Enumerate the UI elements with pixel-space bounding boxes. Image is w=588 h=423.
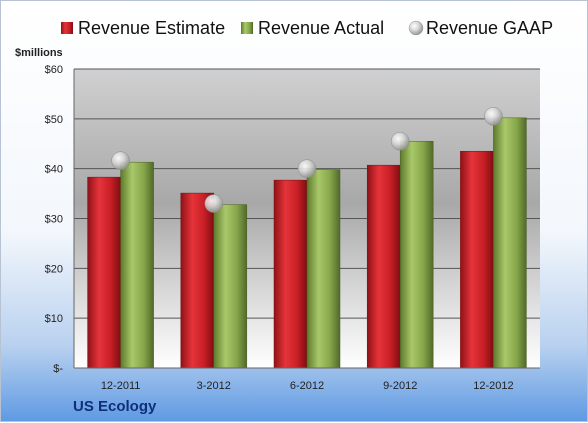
bar-revenue-actual [399, 141, 434, 369]
bar-revenue-actual [306, 169, 341, 369]
y-tick-label: $40 [45, 164, 63, 176]
legend: Revenue Estimate Revenue Actual Revenue GA… [61, 18, 553, 38]
company-name: US Ecology [73, 398, 157, 415]
gaap-markers [111, 107, 503, 213]
marker-revenue-gaap [390, 132, 410, 151]
legend-swatch-revenue-actual [241, 22, 253, 34]
marker-revenue-gaap [484, 107, 503, 126]
x-tick-label: 9-2012 [383, 380, 417, 392]
x-tick-label: 6-2012 [290, 380, 324, 392]
x-tick-label: 12-2012 [473, 380, 513, 392]
bar-revenue-actual [213, 204, 248, 369]
y-tick-label: $30 [45, 214, 63, 226]
bar-revenue-estimate [460, 150, 494, 369]
bar-revenue-estimate [180, 192, 215, 369]
y-tick-label: $- [53, 363, 63, 375]
x-tick-label: 12-2011 [101, 380, 141, 392]
legend-label: Revenue GAAP [426, 18, 553, 38]
marker-revenue-gaap [204, 194, 224, 213]
bar-revenue-actual [120, 161, 154, 369]
marker-revenue-gaap [297, 159, 317, 178]
bar-revenue-actual [493, 117, 527, 369]
x-tick-label: 3-2012 [197, 380, 231, 392]
y-tick-label: $60 [45, 64, 63, 76]
y-tick-label: $20 [45, 263, 63, 275]
marker-revenue-gaap [111, 151, 130, 170]
bar-revenue-estimate [366, 164, 401, 369]
bars [87, 117, 527, 369]
legend-swatch-revenue-gaap [408, 20, 424, 36]
y-axis-label: $millions [15, 47, 63, 59]
bar-revenue-estimate [273, 179, 308, 369]
legend-label: Revenue Actual [258, 18, 384, 38]
bar-revenue-estimate [87, 176, 121, 369]
legend-swatch-revenue-estimate [61, 22, 73, 34]
y-tick-label: $50 [45, 114, 63, 126]
y-tick-label: $10 [45, 313, 63, 325]
legend-label: Revenue Estimate [78, 18, 225, 38]
axes: $- $10 $20 $30 $40 $50 $60 12-2011 3-2012 6-2012 9… [45, 64, 540, 392]
